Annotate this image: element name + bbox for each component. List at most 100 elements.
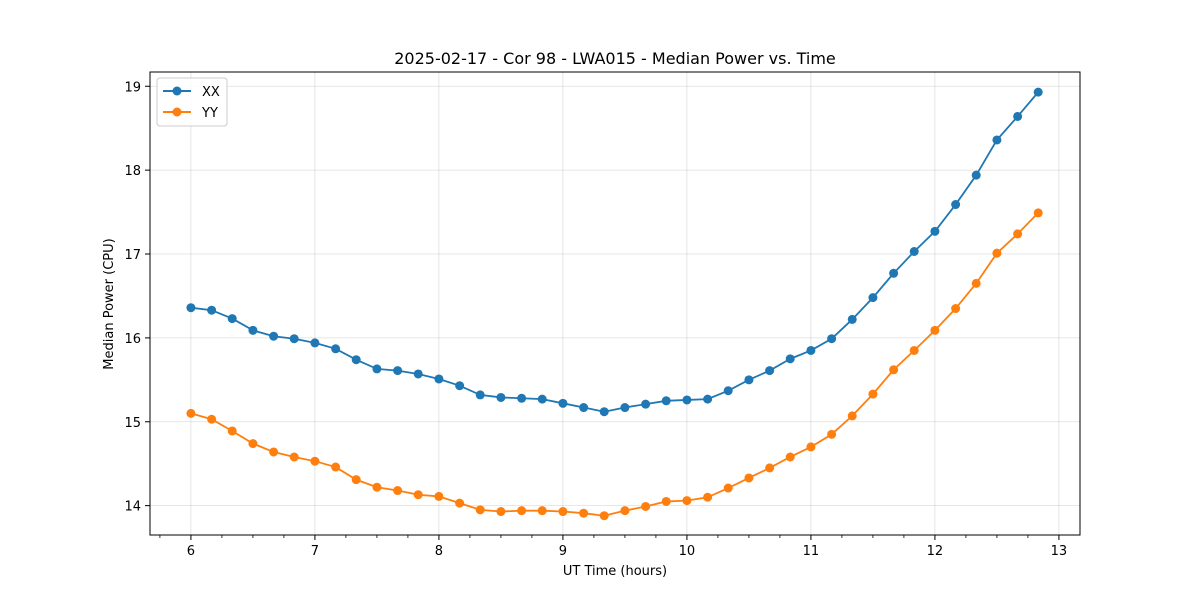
data-point-yy [661,496,671,506]
data-point-xx [1033,87,1043,97]
y-tick-label: 14 [124,500,141,515]
data-point-xx [765,366,775,376]
data-point-yy [310,456,320,466]
y-tick-label: 16 [124,332,141,347]
data-point-yy [537,506,547,516]
data-point-xx [413,369,423,379]
data-point-yy [248,439,258,449]
data-point-yy [909,345,919,355]
data-point-xx [641,399,651,409]
data-point-xx [951,200,961,210]
data-point-xx [496,392,506,402]
data-point-yy [579,508,589,518]
data-point-xx [331,344,341,354]
data-point-xx [909,246,919,256]
data-point-yy [723,483,733,493]
data-point-yy [868,389,878,399]
data-point-yy [620,506,630,516]
x-tick-label: 13 [1051,544,1068,559]
data-point-yy [599,511,609,521]
data-point-yy [951,304,961,314]
data-point-yy [827,429,837,439]
data-point-xx [599,407,609,417]
data-point-xx [475,390,485,400]
plot-frame [149,71,1081,536]
data-point-yy [682,496,692,506]
data-point-xx [434,374,444,384]
x-tick-label: 12 [927,544,944,559]
data-point-xx [827,334,837,344]
y-axis-label: Median Power (CPU) [102,238,117,369]
y-tick-label: 18 [124,164,141,179]
data-point-yy [475,505,485,515]
data-point-yy [351,475,361,485]
data-point-xx [227,314,237,324]
legend-yy-label: YY [201,106,218,121]
data-point-xx [744,375,754,385]
data-point-xx [207,305,217,315]
legend-yy-marker [172,107,182,117]
data-point-xx [372,364,382,374]
data-point-xx [351,355,361,365]
x-tick-label: 11 [803,544,820,559]
data-point-xx [186,303,196,313]
legend-xx-label: XX [202,85,220,100]
data-point-yy [269,447,279,457]
chart-title: 2025-02-17 - Cor 98 - LWA015 - Median Po… [394,49,836,68]
data-point-xx [847,314,857,324]
data-point-yy [992,248,1002,258]
data-point-xx [868,293,878,303]
data-point-xx [971,170,981,180]
data-point-yy [785,452,795,462]
data-point-xx [620,403,630,413]
data-point-yy [1033,208,1043,218]
data-point-yy [434,491,444,501]
data-point-yy [765,463,775,473]
data-point-yy [455,498,465,508]
data-point-yy [517,506,527,516]
y-tick-label: 17 [124,248,141,263]
y-tick-label: 15 [124,416,141,431]
data-point-yy [227,426,237,436]
data-point-yy [331,462,341,472]
data-point-xx [930,226,940,236]
data-point-yy [207,414,217,424]
data-point-xx [703,394,713,404]
y-tick-label: 19 [124,80,141,95]
data-point-xx [517,393,527,403]
data-point-xx [289,334,299,344]
y-axis: 14 15 16 17 18 19 [124,80,150,515]
legend: XX YY [156,77,228,127]
data-point-yy [806,442,816,452]
data-point-xx [558,398,568,408]
data-point-yy [372,482,382,492]
data-point-yy [413,490,423,500]
data-point-xx [682,395,692,405]
data-point-yy [186,408,196,418]
x-tick-label: 6 [187,544,195,559]
data-point-xx [455,381,465,391]
grid [150,72,1080,535]
data-point-xx [310,338,320,348]
x-axis-label: UT Time (hours) [563,564,667,579]
x-tick-label: 9 [559,544,567,559]
legend-xx-marker [172,86,182,96]
data-point-yy [703,492,713,502]
x-tick-label: 8 [435,544,443,559]
data-point-yy [641,501,651,511]
data-point-yy [744,473,754,483]
x-tick-label: 7 [311,544,319,559]
data-point-xx [661,396,671,406]
data-point-xx [806,345,816,355]
data-point-yy [889,365,899,375]
x-axis: 6 7 8 9 10 11 12 13 [159,535,1068,559]
x-tick-label: 10 [679,544,696,559]
data-point-xx [537,394,547,404]
data-point-yy [496,507,506,517]
data-point-yy [930,325,940,335]
data-point-xx [248,325,258,335]
data-point-yy [393,486,403,496]
data-point-xx [1013,111,1023,121]
data-point-xx [723,386,733,396]
